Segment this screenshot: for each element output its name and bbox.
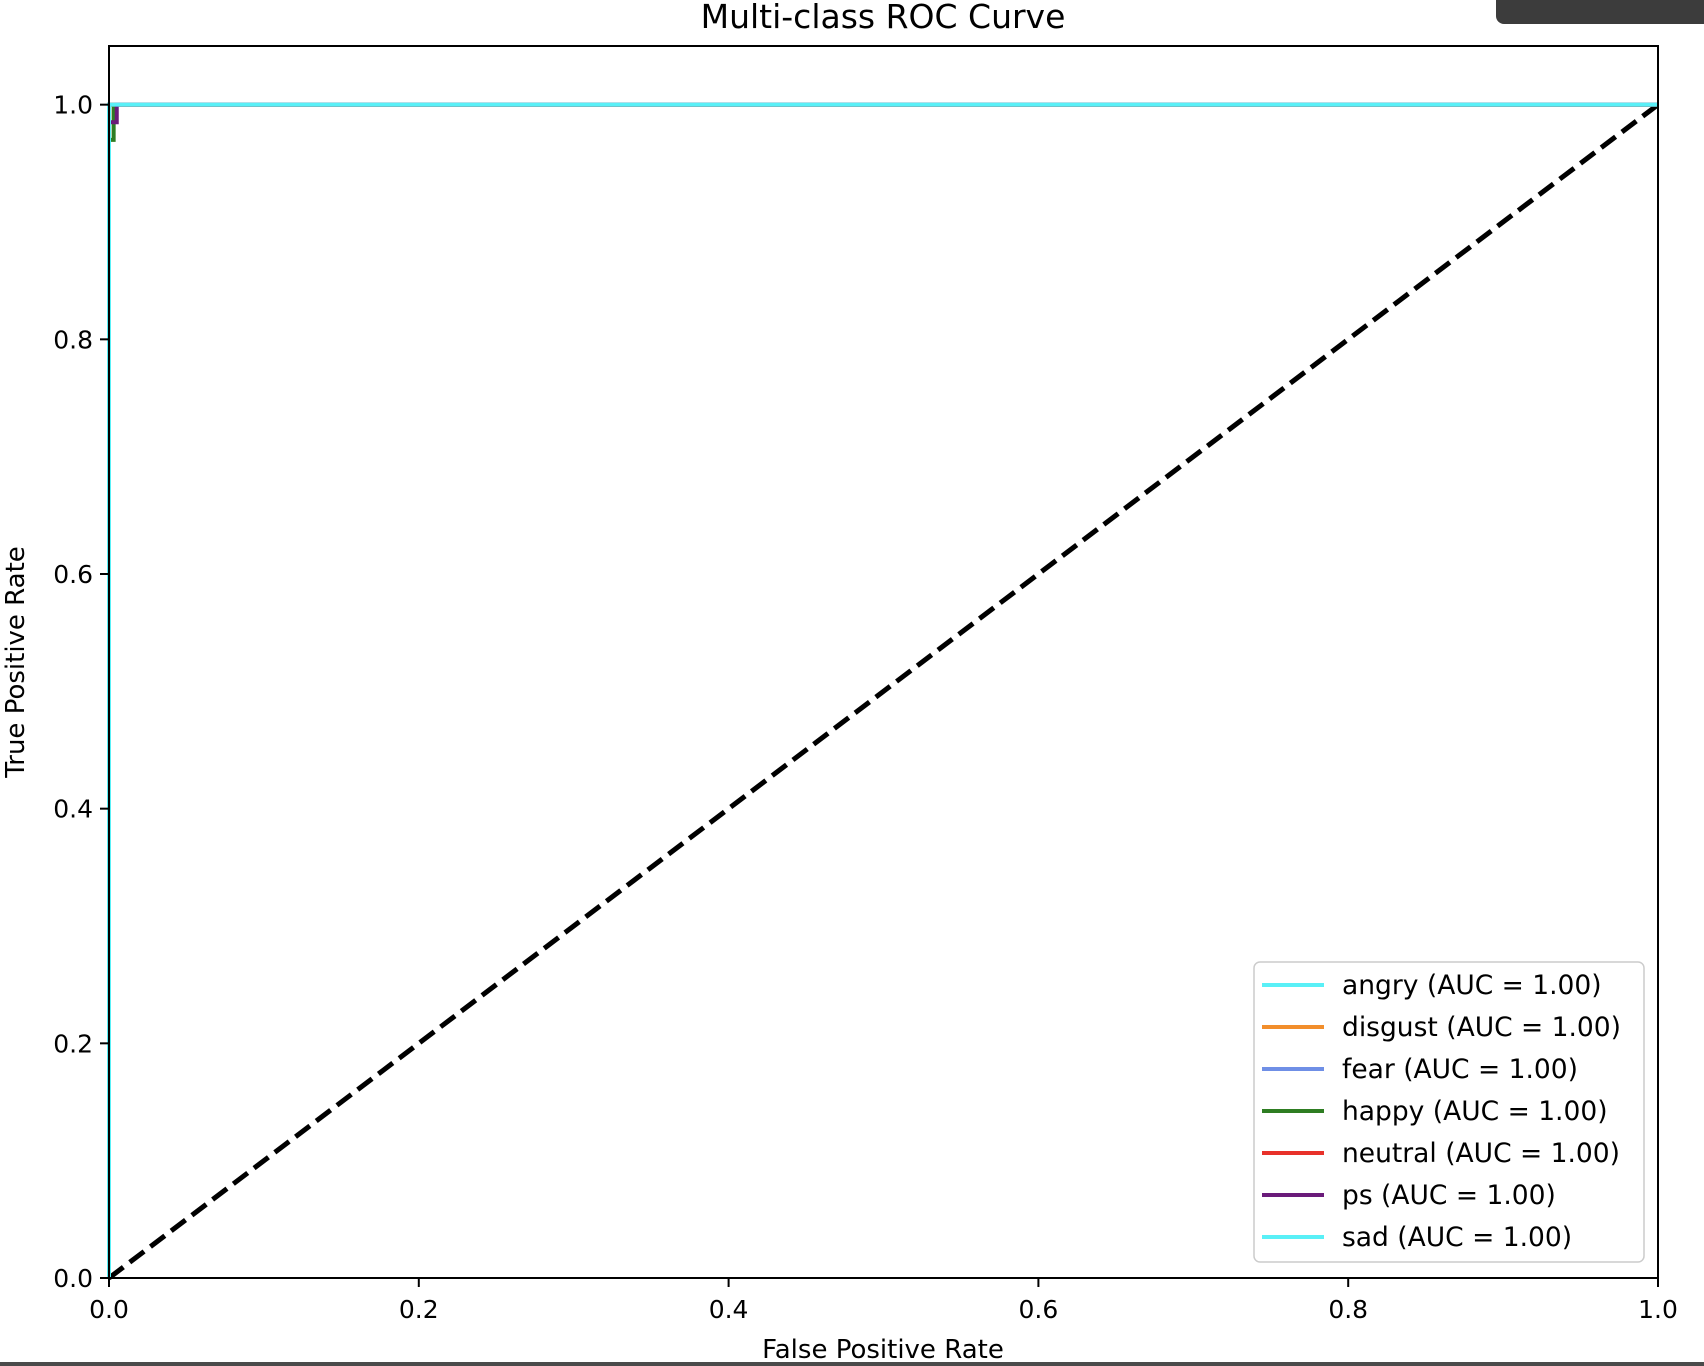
- legend-label-4: neutral (AUC = 1.00): [1342, 1138, 1620, 1169]
- x-tick-label: 0.6: [1019, 1295, 1059, 1324]
- legend: angry (AUC = 1.00) disgust (AUC = 1.00) fe…: [1253, 961, 1645, 1263]
- x-tick-label: 0.4: [709, 1295, 749, 1324]
- y-tick-label: 0.2: [53, 1029, 93, 1058]
- x-tick-label: 0.0: [89, 1295, 129, 1324]
- legend-label-1: disgust (AUC = 1.00): [1342, 1012, 1621, 1043]
- chart-title: Multi-class ROC Curve: [701, 0, 1066, 36]
- legend-label-0: angry (AUC = 1.00): [1342, 970, 1602, 1001]
- legend-box: [1253, 961, 1645, 1263]
- x-tick-label: 0.2: [399, 1295, 439, 1324]
- legend-label-5: ps (AUC = 1.00): [1342, 1180, 1556, 1211]
- y-tick-label: 0.8: [53, 325, 93, 354]
- axis-ticks: 0.0 0.2 0.4 0.6 0.8 1.0 0.0 0.2 0.4 0.6 0.8 1.0: [53, 91, 1678, 1324]
- legend-label-3: happy (AUC = 1.00): [1342, 1096, 1608, 1127]
- y-tick-label: 0.4: [53, 795, 93, 824]
- y-axis-label: True Positive Rate: [1, 546, 31, 779]
- legend-label-2: fear (AUC = 1.00): [1342, 1054, 1578, 1085]
- window-edge: [0, 1362, 1704, 1366]
- x-tick-label: 0.8: [1328, 1295, 1368, 1324]
- x-axis-label: False Positive Rate: [762, 1335, 1004, 1365]
- legend-label-6: sad (AUC = 1.00): [1342, 1222, 1572, 1253]
- y-tick-label: 0.0: [53, 1264, 93, 1293]
- x-tick-label: 1.0: [1638, 1295, 1678, 1324]
- y-tick-label: 1.0: [53, 91, 93, 120]
- chance-diagonal-line: [107, 102, 1660, 1280]
- y-tick-label: 0.6: [53, 560, 93, 589]
- figure-toolbar[interactable]: [1496, 0, 1704, 24]
- plot-frame: [108, 45, 1659, 1279]
